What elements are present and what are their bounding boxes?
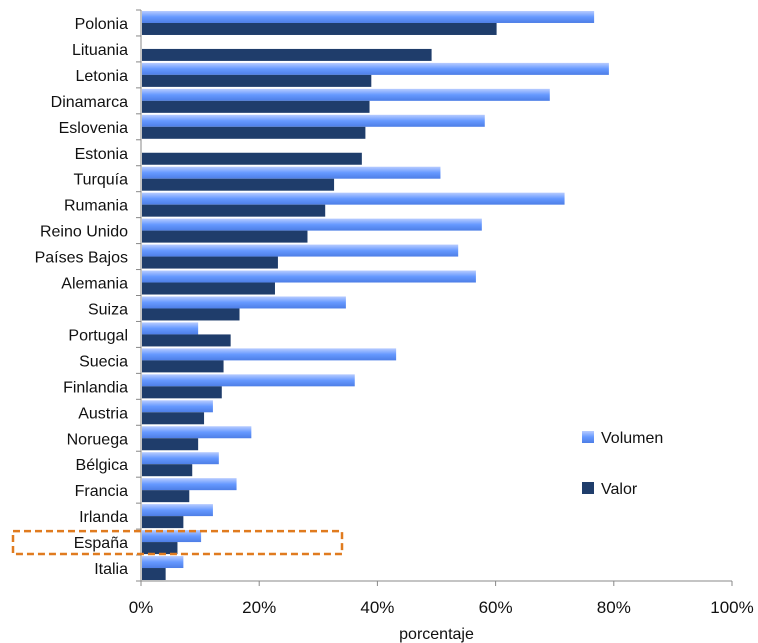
category-label: Austria xyxy=(78,405,128,422)
category-label: Turquía xyxy=(73,172,128,189)
bar-valor xyxy=(142,360,224,373)
bar-valor xyxy=(142,334,231,347)
x-tick-label: 20% xyxy=(242,598,276,617)
bar-valor xyxy=(142,464,193,477)
bar-valor xyxy=(142,308,240,321)
bar-volumen xyxy=(142,296,346,309)
bars xyxy=(142,10,609,581)
bar-volumen xyxy=(142,478,237,491)
category-label: Suiza xyxy=(88,301,128,318)
bar-valor xyxy=(142,74,372,87)
bar-valor xyxy=(142,386,222,399)
category-label: Países Bajos xyxy=(35,250,128,267)
bar-valor xyxy=(142,126,366,139)
x-tick-label: 0% xyxy=(129,598,154,617)
bar-volumen xyxy=(142,166,441,179)
bar-volumen xyxy=(142,88,550,101)
category-label: Lituania xyxy=(72,42,128,59)
bar-volumen xyxy=(142,504,213,517)
bar-volumen xyxy=(142,400,213,413)
category-label: Irlanda xyxy=(79,509,128,526)
bar-volumen xyxy=(142,530,202,543)
bar-valor xyxy=(142,438,199,451)
x-tick-label: 80% xyxy=(597,598,631,617)
bar-valor xyxy=(142,152,362,165)
category-label: Reino Unido xyxy=(40,224,128,241)
category-label: Polonia xyxy=(75,16,128,33)
category-label: Francia xyxy=(75,483,128,500)
bar-valor xyxy=(142,568,166,581)
bar-volumen xyxy=(142,10,595,23)
bar-valor xyxy=(142,542,178,555)
bar-volumen xyxy=(142,426,252,439)
bar-valor xyxy=(142,178,335,191)
bar-valor xyxy=(142,230,308,243)
bar-volumen xyxy=(142,114,485,127)
bar-volumen xyxy=(142,244,459,257)
category-label: Suecia xyxy=(79,353,128,370)
category-label: España xyxy=(74,535,128,552)
category-label: Letonia xyxy=(76,68,129,85)
category-label: Noruega xyxy=(67,431,128,448)
category-label: Estonia xyxy=(75,146,128,163)
bar-valor xyxy=(142,256,278,269)
legend-label-volumen: Volumen xyxy=(601,430,663,447)
category-label: Bélgica xyxy=(76,457,129,474)
category-label: Italia xyxy=(94,561,128,578)
bar-valor xyxy=(142,100,370,113)
x-axis: 0% 20% 40% 60% 80% 100% xyxy=(129,9,754,617)
bar-volumen xyxy=(142,270,476,283)
bar-volumen xyxy=(142,452,219,465)
bar-valor xyxy=(142,204,326,217)
legend: Volumen Valor xyxy=(582,430,663,498)
bar-volumen xyxy=(142,192,565,205)
bar-valor xyxy=(142,22,497,35)
bar-volumen xyxy=(142,374,355,387)
legend-swatch-valor xyxy=(582,482,594,494)
bar-valor xyxy=(142,282,275,295)
bar-volumen xyxy=(142,322,199,335)
category-label: Finlandia xyxy=(63,379,128,396)
bar-valor xyxy=(142,516,184,529)
category-label: Alemania xyxy=(61,276,128,293)
bar-volumen xyxy=(142,348,397,361)
x-tick-label: 60% xyxy=(479,598,513,617)
legend-label-valor: Valor xyxy=(601,481,638,498)
category-label: Portugal xyxy=(68,327,128,344)
category-label: Rumania xyxy=(64,198,128,215)
bar-valor xyxy=(142,48,432,61)
bar-valor xyxy=(142,490,190,503)
legend-swatch-volumen xyxy=(582,431,594,443)
category-labels: Polonia Lituania Letonia Dinamarca Eslovenia… xyxy=(35,16,128,578)
bar-volumen xyxy=(142,218,482,231)
bar-volumen xyxy=(142,556,184,569)
bar-volumen xyxy=(142,62,609,75)
category-label: Eslovenia xyxy=(59,120,128,137)
x-tick-label: 100% xyxy=(710,598,753,617)
bar-valor xyxy=(142,412,205,425)
x-axis-title: porcentaje xyxy=(399,626,474,643)
x-tick-label: 40% xyxy=(360,598,394,617)
category-label: Dinamarca xyxy=(51,94,128,111)
